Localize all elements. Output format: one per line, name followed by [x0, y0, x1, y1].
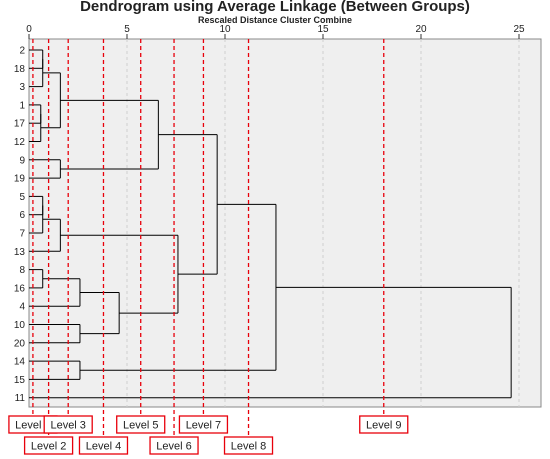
- leaf-label: 3: [19, 82, 25, 93]
- x-tick-label: 5: [124, 24, 130, 35]
- level-box: [78, 436, 129, 455]
- leaf-label: 7: [19, 229, 25, 240]
- leaf-label: 15: [14, 375, 26, 386]
- leaf-label: 10: [14, 320, 26, 331]
- leaf-label: 11: [15, 393, 26, 404]
- leaf-label: 12: [14, 137, 26, 148]
- leaf-label: 1: [19, 100, 25, 111]
- leaf-label: 13: [14, 247, 26, 258]
- x-tick-label: 0: [26, 24, 32, 35]
- leaf-label: 4: [19, 302, 25, 313]
- leaf-label: 6: [19, 210, 25, 221]
- level-label: Level 3: [50, 420, 85, 432]
- x-tick-label: 10: [219, 24, 231, 35]
- leaf-label: 5: [19, 192, 25, 203]
- level-label: Level 9: [366, 420, 401, 432]
- level-box: [223, 436, 274, 455]
- leaf-label: 14: [14, 357, 26, 368]
- plot-area: [28, 38, 542, 408]
- leaf-label: 20: [14, 338, 26, 349]
- level-box: [359, 415, 409, 434]
- level-box: [116, 415, 166, 434]
- leaf-label: 18: [14, 64, 26, 75]
- level-label: Level 7: [186, 420, 221, 432]
- chart-title: Dendrogram using Average Linkage (Betwee…: [80, 0, 470, 15]
- leaf-label: 9: [19, 155, 25, 166]
- level-box: [178, 415, 229, 434]
- x-tick-label: 15: [317, 24, 329, 35]
- level-box: [43, 415, 93, 434]
- level-label: Level 5: [123, 420, 158, 432]
- level-label: Level 2: [31, 441, 66, 453]
- chart-subtitle: Rescaled Distance Cluster Combine: [197, 15, 353, 25]
- level-label: Level 4: [86, 441, 121, 453]
- x-tick-label: 20: [415, 24, 427, 35]
- level-label: Level 6: [156, 441, 191, 453]
- level-label: Level 8: [231, 441, 266, 453]
- x-tick-label: 25: [513, 24, 525, 35]
- level-label: Level 1: [15, 420, 50, 432]
- leaf-label: 16: [14, 283, 26, 294]
- leaf-label: 17: [14, 119, 26, 130]
- leaf-label: 19: [14, 174, 26, 185]
- level-box: [149, 436, 199, 455]
- level-box: [23, 436, 74, 455]
- leaf-label: 2: [19, 46, 25, 57]
- leaf-label: 8: [19, 265, 25, 276]
